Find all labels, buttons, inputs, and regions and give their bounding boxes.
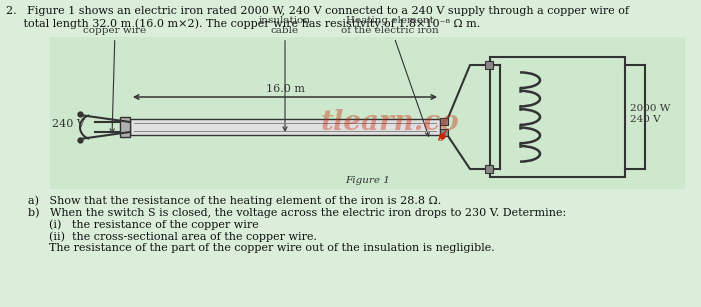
Bar [120, 117, 130, 137]
Bar [490, 57, 625, 177]
Text: (ii)  the cross-sectional area of the copper wire.: (ii) the cross-sectional area of the cop… [28, 231, 317, 242]
Text: 2.   Figure 1 shows an electric iron rated 2000 W, 240 V connected to a 240 V su: 2. Figure 1 shows an electric iron rated… [6, 6, 629, 16]
Text: tlearn.co: tlearn.co [320, 108, 459, 135]
Text: copper wire: copper wire [83, 26, 147, 133]
Text: a)   Show that the resistance of the heating element of the iron is 28.8 Ω.: a) Show that the resistance of the heati… [28, 195, 441, 206]
Bar [485, 61, 493, 69]
Text: S: S [438, 134, 444, 143]
Text: Heating element
of the electric iron: Heating element of the electric iron [341, 16, 439, 136]
Text: 240 V: 240 V [52, 119, 84, 129]
Bar [440, 129, 448, 136]
Bar [50, 37, 685, 189]
Bar [440, 118, 448, 125]
Text: Figure 1: Figure 1 [345, 176, 390, 185]
Text: 16.0 m: 16.0 m [266, 84, 304, 94]
Text: 2000 W
240 V: 2000 W 240 V [630, 104, 670, 124]
Text: total length 32.0 m (16.0 m×2). The copper wire has resistivity of 1.8×10⁻⁸ Ω m.: total length 32.0 m (16.0 m×2). The copp… [6, 18, 480, 29]
Text: insulation
cable: insulation cable [259, 16, 311, 131]
Bar [130, 119, 440, 135]
Bar [485, 165, 493, 173]
Text: (i)   the resistance of the copper wire: (i) the resistance of the copper wire [28, 219, 259, 230]
Text: The resistance of the part of the copper wire out of the insulation is negligibl: The resistance of the part of the copper… [28, 243, 495, 253]
Text: b)   When the switch S is closed, the voltage across the electric iron drops to : b) When the switch S is closed, the volt… [28, 207, 566, 218]
